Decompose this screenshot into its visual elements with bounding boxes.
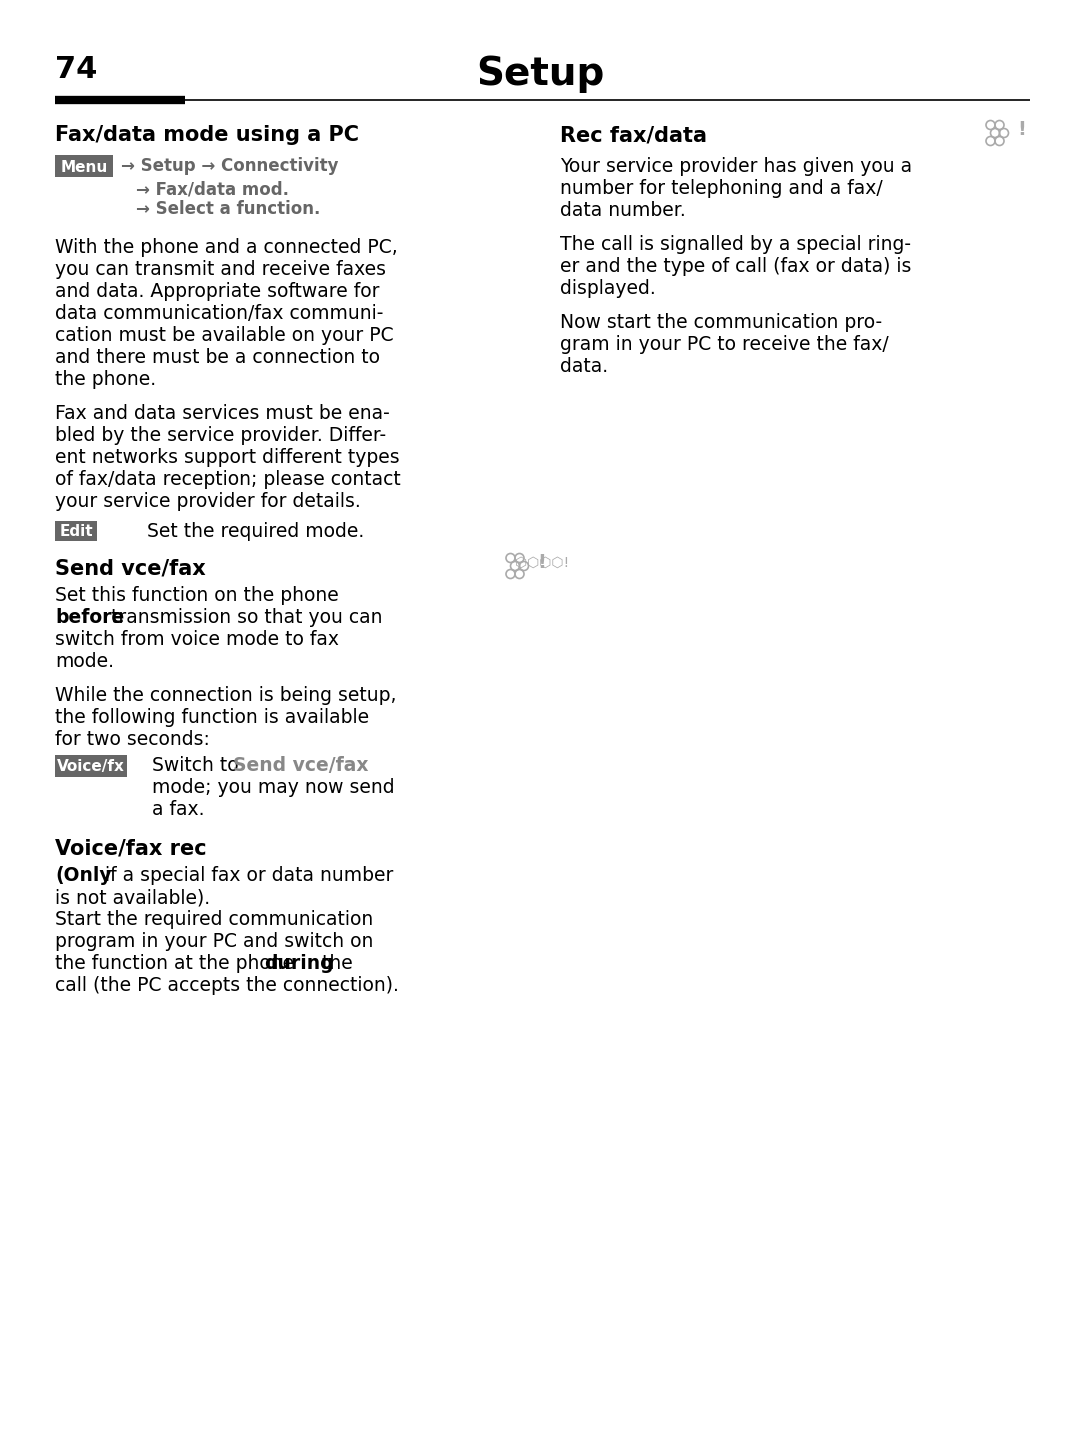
Text: er and the type of call (fax or data) is: er and the type of call (fax or data) is	[561, 257, 912, 276]
Text: transmission so that you can: transmission so that you can	[105, 607, 382, 627]
Text: Setup: Setup	[476, 54, 604, 93]
Text: and there must be a connection to: and there must be a connection to	[55, 349, 380, 367]
Text: Set the required mode.: Set the required mode.	[147, 522, 364, 542]
Text: cation must be available on your PC: cation must be available on your PC	[55, 326, 393, 344]
Text: is not available).: is not available).	[55, 887, 211, 907]
Text: switch from voice mode to fax: switch from voice mode to fax	[55, 630, 339, 649]
Text: Your service provider has given you a: Your service provider has given you a	[561, 157, 913, 176]
Text: of fax/data reception; please contact: of fax/data reception; please contact	[55, 470, 401, 489]
Text: number for telephoning and a fax/: number for telephoning and a fax/	[561, 179, 882, 199]
Text: Rec fax/data: Rec fax/data	[561, 124, 707, 144]
Text: bled by the service provider. Differ-: bled by the service provider. Differ-	[55, 426, 387, 444]
Text: Voice/fax rec: Voice/fax rec	[55, 837, 206, 857]
Text: Voice/fx: Voice/fx	[57, 759, 125, 773]
Text: → Setup → Connectivity: → Setup → Connectivity	[121, 157, 338, 174]
Text: displayed.: displayed.	[561, 279, 656, 299]
Bar	[55, 755, 127, 777]
Text: the function at the phone: the function at the phone	[55, 955, 300, 973]
Text: mode; you may now send: mode; you may now send	[152, 777, 394, 797]
Text: your service provider for details.: your service provider for details.	[55, 492, 361, 512]
Text: for two seconds:: for two seconds:	[55, 730, 210, 749]
Text: Switch to: Switch to	[152, 756, 245, 775]
Text: the: the	[316, 955, 353, 973]
Text: you can transmit and receive faxes: you can transmit and receive faxes	[55, 260, 386, 279]
Text: and data. Appropriate software for: and data. Appropriate software for	[55, 282, 379, 302]
Bar	[55, 522, 97, 542]
Text: the phone.: the phone.	[55, 370, 157, 389]
Text: Set this function on the phone: Set this function on the phone	[55, 586, 339, 604]
Text: ⬡⬡⬡⬡!: ⬡⬡⬡⬡!	[515, 556, 569, 570]
Text: → Fax/data mod.: → Fax/data mod.	[136, 180, 289, 199]
Text: With the phone and a connected PC,: With the phone and a connected PC,	[55, 239, 397, 257]
Text: ent networks support different types: ent networks support different types	[55, 449, 400, 467]
Text: the following function is available: the following function is available	[55, 707, 369, 727]
Text: call (the PC accepts the connection).: call (the PC accepts the connection).	[55, 976, 399, 995]
Text: gram in your PC to receive the fax/: gram in your PC to receive the fax/	[561, 334, 889, 354]
Text: Fax and data services must be ena-: Fax and data services must be ena-	[55, 404, 390, 423]
Bar	[55, 154, 113, 177]
Text: Menu: Menu	[60, 160, 108, 174]
Text: a fax.: a fax.	[152, 800, 204, 819]
Text: 74: 74	[55, 54, 97, 84]
Text: Send vce/fax: Send vce/fax	[55, 557, 206, 577]
Text: The call is signalled by a special ring-: The call is signalled by a special ring-	[561, 234, 912, 254]
Text: before: before	[55, 607, 124, 627]
Text: if a special fax or data number: if a special fax or data number	[99, 866, 393, 885]
Text: → Select a function.: → Select a function.	[136, 200, 321, 219]
Text: (Only: (Only	[55, 866, 111, 885]
Text: data.: data.	[561, 357, 608, 376]
Text: !: !	[1017, 120, 1026, 139]
Text: Send vce/fax: Send vce/fax	[233, 756, 368, 775]
Text: While the connection is being setup,: While the connection is being setup,	[55, 686, 396, 704]
Text: program in your PC and switch on: program in your PC and switch on	[55, 932, 374, 952]
Text: Fax/data mode using a PC: Fax/data mode using a PC	[55, 124, 359, 144]
Text: data communication/fax communi-: data communication/fax communi-	[55, 304, 383, 323]
Text: Edit: Edit	[59, 523, 93, 539]
Text: !: !	[537, 553, 545, 572]
Text: Start the required communication: Start the required communication	[55, 910, 374, 929]
Text: Now start the communication pro-: Now start the communication pro-	[561, 313, 882, 332]
Text: mode.: mode.	[55, 652, 114, 672]
Text: during: during	[264, 955, 334, 973]
Text: data number.: data number.	[561, 201, 686, 220]
